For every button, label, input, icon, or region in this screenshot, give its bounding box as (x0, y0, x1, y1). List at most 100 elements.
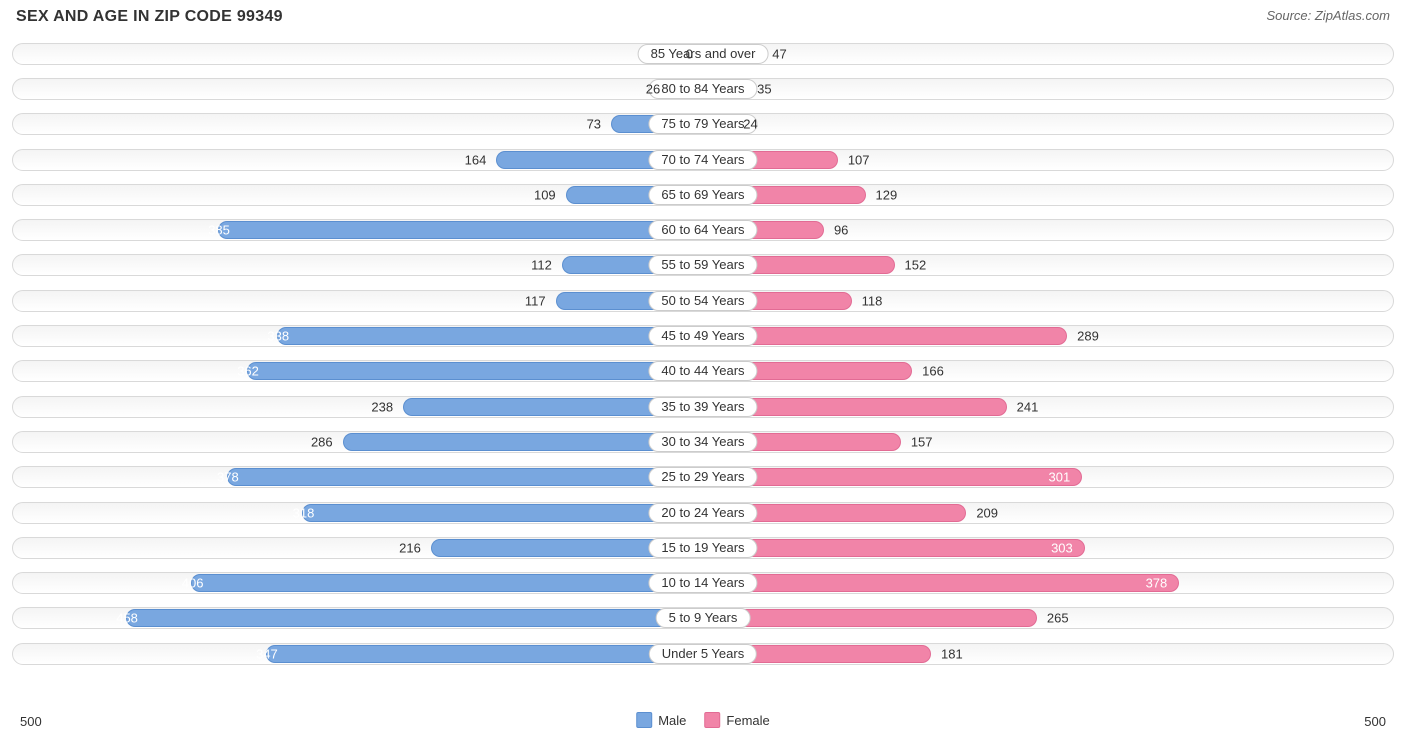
age-label: 85 Years and over (638, 44, 769, 64)
female-value-label: 118 (862, 293, 883, 308)
age-label: 55 to 59 Years (648, 255, 757, 275)
female-value-label: 129 (876, 187, 898, 202)
chart-header: SEX AND AGE IN ZIP CODE 99349 Source: Zi… (12, 8, 1394, 36)
pyramid-row: 5 to 9 Years 458 265 (12, 601, 1394, 636)
male-value-label: 378 (217, 470, 239, 485)
age-label: 70 to 74 Years (648, 150, 757, 170)
legend-label-male: Male (658, 713, 686, 728)
female-value-label: 96 (834, 223, 848, 238)
female-bar (703, 327, 1067, 345)
female-value-label: 241 (1017, 399, 1039, 414)
chart-container: SEX AND AGE IN ZIP CODE 99349 Source: Zi… (0, 0, 1406, 740)
male-value-label: 0 (686, 46, 693, 61)
age-label: 65 to 69 Years (648, 185, 757, 205)
male-value-label: 318 (293, 505, 315, 520)
pyramid-row: 20 to 24 Years 318 209 (12, 495, 1394, 530)
male-bar (277, 327, 703, 345)
male-value-label: 362 (237, 364, 259, 379)
male-value-label: 347 (256, 646, 278, 661)
female-value-label: 152 (905, 258, 927, 273)
male-value-label: 112 (531, 258, 552, 273)
female-value-label: 24 (743, 117, 757, 132)
pyramid-row: 55 to 59 Years 112 152 (12, 248, 1394, 283)
male-bar (126, 609, 703, 627)
female-value-label: 157 (911, 434, 933, 449)
age-label: 40 to 44 Years (648, 361, 757, 381)
age-label: 5 to 9 Years (656, 608, 751, 628)
age-label: 25 to 29 Years (648, 467, 757, 487)
pyramid-row: 75 to 79 Years 73 24 (12, 107, 1394, 142)
pyramid-row: 65 to 69 Years 109 129 (12, 177, 1394, 212)
female-value-label: 47 (772, 46, 786, 61)
male-bar (247, 362, 703, 380)
female-value-label: 289 (1077, 329, 1099, 344)
age-label: 80 to 84 Years (648, 79, 757, 99)
axis-label-left: 500 (20, 714, 42, 729)
pyramid-row: Under 5 Years 347 181 (12, 636, 1394, 671)
female-value-label: 166 (922, 364, 944, 379)
female-bar (703, 539, 1085, 557)
chart-footer: 500 Male Female 500 (12, 712, 1394, 742)
chart-legend: Male Female (636, 712, 770, 728)
chart-source: Source: ZipAtlas.com (1266, 8, 1390, 23)
male-value-label: 73 (587, 117, 601, 132)
female-value-label: 181 (941, 646, 963, 661)
pyramid-row: 50 to 54 Years 117 118 (12, 283, 1394, 318)
male-value-label: 238 (371, 399, 393, 414)
pyramid-row: 45 to 49 Years 338 289 (12, 318, 1394, 353)
legend-item-male: Male (636, 712, 686, 728)
age-label: 50 to 54 Years (648, 291, 757, 311)
pyramid-row: 10 to 14 Years 406 378 (12, 565, 1394, 600)
female-bar (703, 574, 1179, 592)
age-label: 35 to 39 Years (648, 397, 757, 417)
pyramid-row: 85 Years and over0 47 (12, 36, 1394, 71)
swatch-male (636, 712, 652, 728)
pyramid-row: 25 to 29 Years 378 301 (12, 460, 1394, 495)
male-value-label: 286 (311, 434, 333, 449)
age-label: 15 to 19 Years (648, 538, 757, 558)
female-value-label: 378 (1146, 576, 1168, 591)
male-bar (218, 221, 703, 239)
age-label: Under 5 Years (649, 644, 757, 664)
male-value-label: 117 (525, 293, 546, 308)
age-label: 30 to 34 Years (648, 432, 757, 452)
female-value-label: 303 (1051, 540, 1073, 555)
male-bar (266, 645, 703, 663)
male-value-label: 338 (267, 329, 289, 344)
male-value-label: 385 (208, 223, 230, 238)
female-value-label: 301 (1049, 470, 1071, 485)
age-label: 60 to 64 Years (648, 220, 757, 240)
male-value-label: 26 (646, 81, 660, 96)
pyramid-row: 15 to 19 Years 216 303 (12, 530, 1394, 565)
male-bar (227, 468, 703, 486)
pyramid-row: 35 to 39 Years 238 241 (12, 389, 1394, 424)
female-value-label: 209 (976, 505, 998, 520)
pyramid-row: 40 to 44 Years 362 166 (12, 354, 1394, 389)
male-value-label: 458 (116, 611, 138, 626)
male-bar (302, 504, 703, 522)
age-label: 20 to 24 Years (648, 503, 757, 523)
legend-item-female: Female (704, 712, 769, 728)
pyramid-row: 70 to 74 Years 164 107 (12, 142, 1394, 177)
age-label: 10 to 14 Years (648, 573, 757, 593)
legend-label-female: Female (726, 713, 769, 728)
male-value-label: 406 (182, 576, 204, 591)
chart-area: 85 Years and over0 47 80 to 84 Years26 35 75… (12, 36, 1394, 708)
swatch-female (704, 712, 720, 728)
male-bar (191, 574, 703, 592)
male-value-label: 109 (534, 187, 556, 202)
female-bar (703, 468, 1082, 486)
female-value-label: 107 (848, 152, 870, 167)
female-bar (703, 609, 1037, 627)
male-value-label: 164 (465, 152, 487, 167)
pyramid-row: 30 to 34 Years 286 157 (12, 424, 1394, 459)
female-value-label: 35 (757, 81, 771, 96)
age-label: 45 to 49 Years (648, 326, 757, 346)
pyramid-row: 60 to 64 Years 385 96 (12, 212, 1394, 247)
female-value-label: 265 (1047, 611, 1069, 626)
axis-label-right: 500 (1364, 714, 1386, 729)
male-value-label: 216 (399, 540, 421, 555)
age-label: 75 to 79 Years (648, 114, 757, 134)
chart-title: SEX AND AGE IN ZIP CODE 99349 (16, 8, 283, 26)
pyramid-row: 80 to 84 Years26 35 (12, 71, 1394, 106)
